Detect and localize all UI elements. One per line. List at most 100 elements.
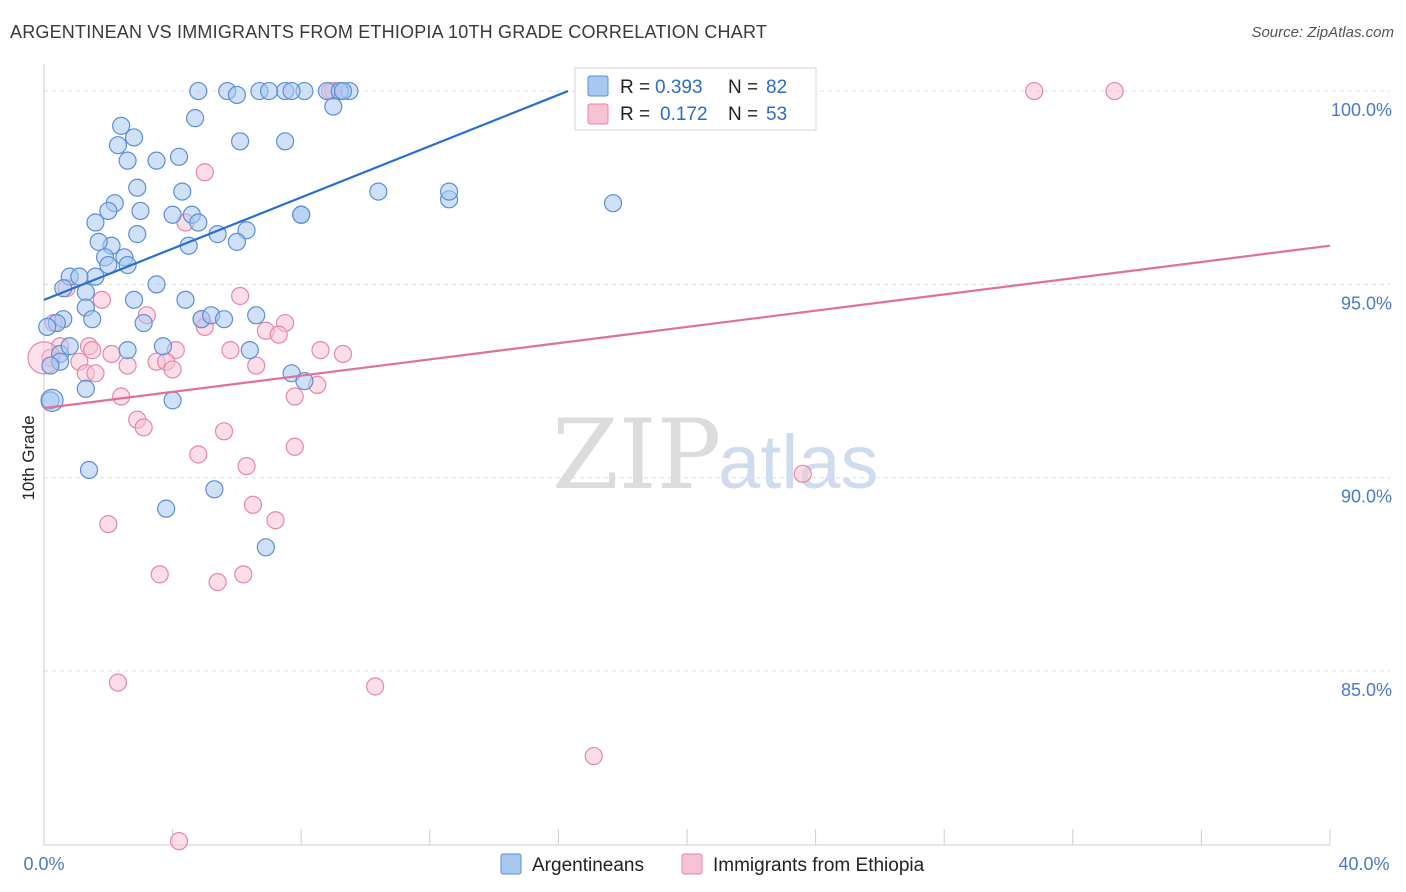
argentineans-point [134,313,153,333]
watermark-atlas: atlas [718,420,879,505]
y-tick-label: 85.0% [1341,680,1392,700]
legend-r-value-blue: 0.393 [655,77,703,98]
argentineans-point [189,213,208,232]
legend-bottom-swatch-ethiopia [681,853,703,875]
argentineans-point [89,232,108,251]
ethiopia-point [247,356,266,375]
argentineans-point [189,81,208,101]
ethiopia-point [234,565,253,584]
argentineans-point [147,151,166,170]
argentineans-point [86,213,105,232]
series-argentineans [38,81,623,557]
argentineans-point [173,182,192,201]
x-tick-label: 0.0% [23,854,64,874]
argentineans-point [369,182,388,201]
argentineans-point [124,290,144,309]
ethiopia-point [118,356,137,375]
legend-swatch-pink [587,103,609,125]
ethiopia-point [243,495,263,514]
argentineans-point [176,290,195,309]
argentineans-point [131,201,150,221]
argentineans-point [205,480,224,499]
legend-n-value-pink: 53 [766,104,787,125]
ethiopia-point [221,341,240,360]
ethiopia-point [163,360,182,379]
ethiopia-point [311,341,330,360]
argentineans-point [163,391,182,410]
gridlines [44,90,1390,672]
ethiopia-point [169,832,189,851]
argentineans-point [259,81,279,101]
x-tick-labels: 0.0% 40.0% [23,854,1389,874]
argentineans-point [128,178,147,197]
legend-bottom-label-argentineans: Argentineans [532,855,644,876]
argentineans-point [60,337,79,356]
ethiopia-point [266,511,285,530]
ethiopia-point [237,456,256,476]
argentineans-point [157,499,176,518]
ethiopia-point [108,673,128,692]
argentineans-point [333,81,353,101]
argentineans-point [76,379,95,398]
argentineans-point [163,205,182,224]
argentineans-point [247,306,266,325]
ethiopia-point [285,437,304,456]
argentineans-point [186,109,205,128]
trend-lines [43,90,1331,410]
legend-bottom-label-ethiopia: Immigrants from Ethiopia [713,855,925,876]
ethiopia-point [189,445,208,464]
argentineans-point [38,317,57,337]
legend-r-label-blue: R = [620,77,650,98]
argentineans-point [79,460,99,480]
ethiopia-point [793,464,812,483]
legend-r-value-pink: 0.172 [660,104,708,125]
argentineans-point [227,85,246,105]
ethiopia-point [150,565,169,584]
legend-swatch-blue [587,75,609,97]
watermark-zip: ZIP [552,399,721,511]
y-axis-title: 10th Grade [19,415,38,500]
argentineans-point [169,147,189,166]
ethiopia-point [1105,81,1124,101]
legend-bottom-swatch-argentineans [500,853,522,875]
argentineans-point [324,97,343,116]
ethiopia-point [134,418,153,437]
argentineans-point [227,232,246,251]
y-tick-label: 100.0% [1331,100,1392,120]
ethiopia-point [102,344,121,364]
argentineans-point [256,538,275,557]
argentineans-point [282,81,301,101]
argentineans-point [603,194,623,213]
argentineans-point [214,310,234,329]
argentineans-point [128,225,147,244]
argentineans-point [153,337,173,356]
ethiopia-point [195,163,214,182]
ethiopia-point [86,364,105,383]
legend-bottom: Argentineans Immigrants from Ethiopia [500,853,925,876]
y-tick-label: 90.0% [1341,487,1392,507]
argentineans-point [124,128,144,147]
argentineans-point [240,341,259,360]
source-label: Source: ZipAtlas.com [1251,24,1394,41]
argentineans-point [118,151,137,170]
legend-top: R = 0.393 N = 82 R = 0.172 N = 53 [574,67,817,131]
argentineans-point [99,201,118,221]
x-tick-label: 40.0% [1338,854,1389,874]
ethiopia-point [214,422,234,441]
legend-n-label-blue: N = [728,77,758,98]
ethiopia-point [208,572,227,592]
ethiopia-point [366,677,385,696]
argentineans-point [41,356,60,375]
ethiopia-point [584,746,603,766]
ethiopia-point [285,387,304,406]
ethiopia-point [1025,81,1044,101]
argentineans-point [108,136,128,155]
ethiopia-point [333,344,353,364]
y-tick-label: 95.0% [1341,293,1392,313]
ethiopia-point [269,325,288,344]
ethiopia-point [83,341,102,360]
argentineans-point [147,275,166,294]
argentineans-point [237,221,256,240]
argentineans-point [231,132,250,151]
